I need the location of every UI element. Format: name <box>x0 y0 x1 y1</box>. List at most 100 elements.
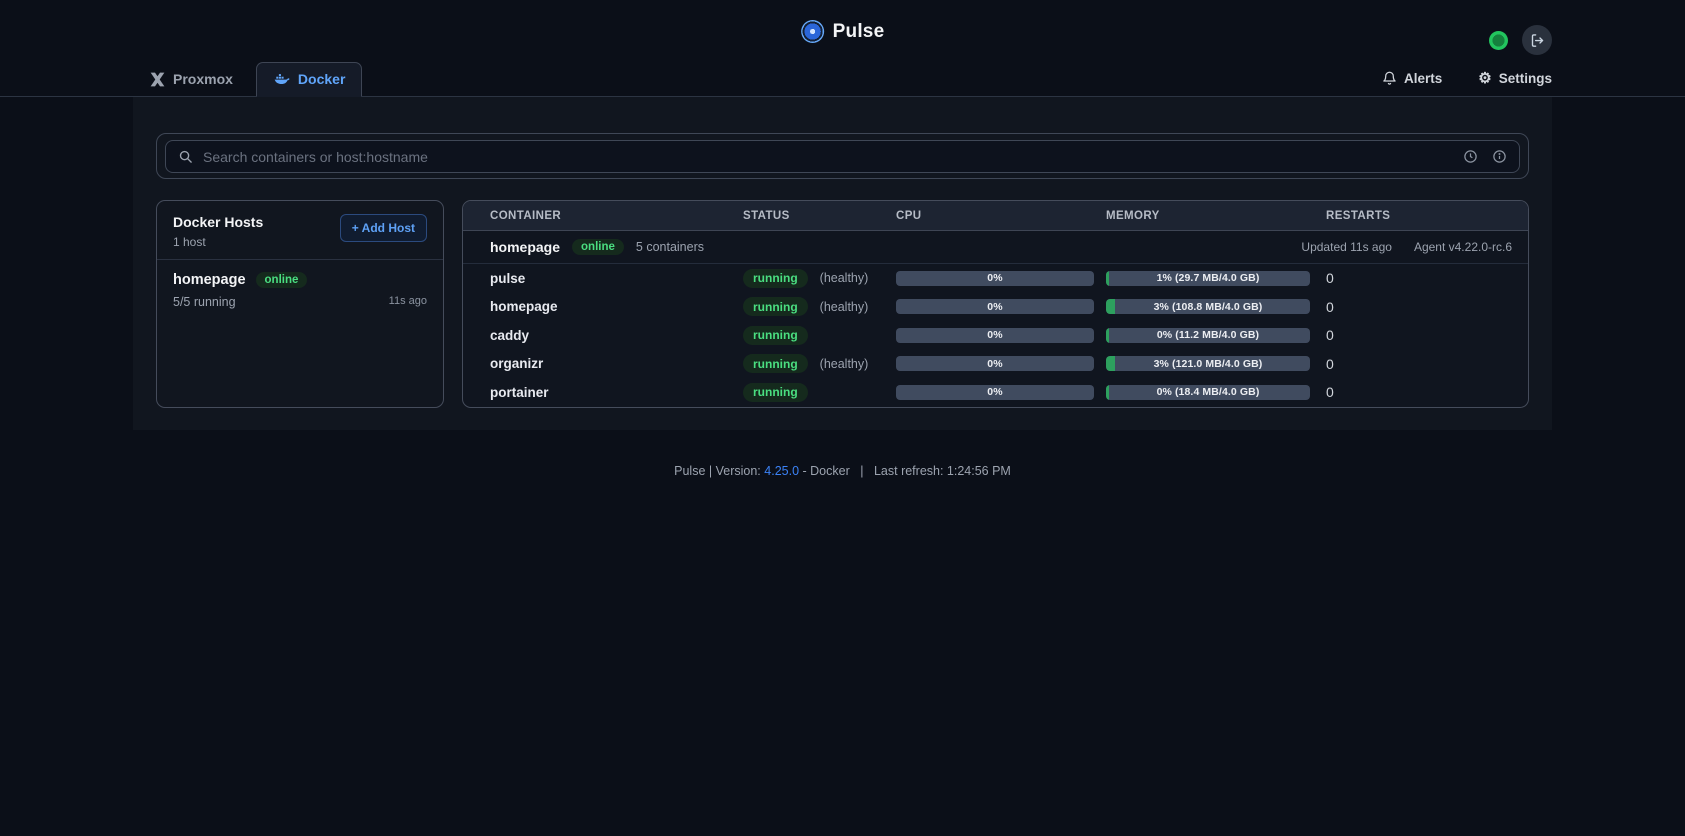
group-container-count: 5 containers <box>635 240 704 254</box>
health-label: (healthy) <box>819 299 869 314</box>
health-label: (healthy) <box>819 356 869 371</box>
connection-status-dot <box>1489 30 1508 50</box>
cpu-value: 0% <box>987 272 1003 285</box>
info-icon[interactable] <box>1492 149 1507 164</box>
restart-count: 0 <box>1326 270 1334 287</box>
hosts-count: 1 host <box>173 235 206 249</box>
tab-proxmox[interactable]: Proxmox <box>133 62 250 97</box>
host-name: homepage <box>173 272 246 288</box>
tab-bar: Proxmox Docker Alerts <box>0 56 1685 97</box>
host-status-badge: online <box>255 272 308 288</box>
add-host-button[interactable]: + Add Host <box>339 214 427 242</box>
proxmox-icon <box>150 72 165 87</box>
memory-value: 0% (11.2 MB/4.0 GB) <box>1156 329 1260 342</box>
memory-value: 3% (108.8 MB/4.0 GB) <box>1153 300 1263 313</box>
add-host-label: + Add Host <box>351 221 415 235</box>
search-box <box>165 140 1520 173</box>
app-logo: Pulse <box>800 20 885 43</box>
container-row[interactable]: portainer running 0% 0% (18.4 MB/4.0 GB) 0 <box>463 378 1528 407</box>
cpu-bar: 0% <box>896 356 1094 372</box>
memory-bar: 1% (29.7 MB/4.0 GB) <box>1106 270 1310 286</box>
docker-whale-icon <box>273 72 290 86</box>
tab-label: Docker <box>297 71 346 87</box>
cpu-bar: 0% <box>896 270 1094 286</box>
footer: Pulse | Version: 4.25.0 - Docker | Last … <box>0 464 1685 478</box>
cpu-bar: 0% <box>896 299 1094 315</box>
settings-label: Settings <box>1498 71 1552 86</box>
search-input[interactable] <box>203 148 1453 165</box>
bell-icon <box>1382 71 1397 86</box>
memory-bar: 3% (121.0 MB/4.0 GB) <box>1106 356 1310 372</box>
footer-refresh: Last refresh: 1:24:56 PM <box>873 464 1011 478</box>
group-updated: Updated 11s ago <box>1301 240 1392 254</box>
host-running-count: 5/5 running <box>173 295 236 309</box>
group-status-badge: online <box>572 239 624 255</box>
cpu-bar: 0% <box>896 327 1094 343</box>
column-header-container: CONTAINER <box>490 209 562 222</box>
footer-mid: - Docker <box>802 464 850 478</box>
status-badge: running <box>743 354 808 374</box>
pulse-logo-icon <box>800 20 824 43</box>
container-name: homepage <box>490 299 558 315</box>
column-header-restarts: RESTARTS <box>1326 209 1391 222</box>
restart-count: 0 <box>1326 298 1334 315</box>
version-link[interactable]: 4.25.0 <box>764 464 800 478</box>
column-header-cpu: CPU <box>896 209 922 222</box>
cpu-bar: 0% <box>896 384 1094 400</box>
status-badge: running <box>743 382 808 402</box>
group-agent-version: Agent v4.22.0-rc.6 <box>1413 240 1512 254</box>
memory-value: 3% (121.0 MB/4.0 GB) <box>1153 357 1263 370</box>
container-name: pulse <box>490 270 526 286</box>
search-icon <box>178 149 193 164</box>
memory-bar: 0% (11.2 MB/4.0 GB) <box>1106 327 1310 343</box>
tab-label: Proxmox <box>173 71 233 87</box>
container-row[interactable]: pulse running (healthy) 0% 1% (29.7 MB/4.0 G… <box>463 264 1528 293</box>
group-host-name: homepage <box>490 239 561 255</box>
column-header-status: STATUS <box>743 209 790 222</box>
restart-count: 0 <box>1326 384 1334 401</box>
memory-bar: 0% (18.4 MB/4.0 GB) <box>1106 384 1310 400</box>
container-table: CONTAINER STATUS CPU MEMORY RESTARTS hom… <box>462 200 1529 408</box>
cpu-value: 0% <box>987 300 1003 313</box>
status-badge: running <box>743 297 808 317</box>
alerts-label: Alerts <box>1404 71 1443 86</box>
container-name: portainer <box>490 384 549 400</box>
container-name: organizr <box>490 356 544 372</box>
cpu-value: 0% <box>987 386 1003 399</box>
host-group-row[interactable]: homepage online 5 containers Updated 11s… <box>463 231 1528 264</box>
alerts-button[interactable]: Alerts <box>1382 71 1442 86</box>
column-header-memory: MEMORY <box>1106 209 1160 222</box>
table-header-row: CONTAINER STATUS CPU MEMORY RESTARTS <box>463 201 1528 231</box>
container-table-body: pulse running (healthy) 0% 1% (29.7 MB/4.0 G… <box>463 264 1528 407</box>
cpu-value: 0% <box>987 357 1003 370</box>
memory-bar: 3% (108.8 MB/4.0 GB) <box>1106 299 1310 315</box>
logout-button[interactable] <box>1522 25 1552 55</box>
hosts-panel-title: Docker Hosts <box>173 214 264 230</box>
container-row[interactable]: caddy running 0% 0% (11.2 MB/4.0 GB) 0 <box>463 321 1528 350</box>
restart-count: 0 <box>1326 355 1334 372</box>
main-panel: Docker Hosts 1 host + Add Host homepage … <box>133 97 1552 430</box>
health-label: (healthy) <box>819 271 869 286</box>
settings-button[interactable]: ⚙ Settings <box>1478 71 1552 86</box>
restart-count: 0 <box>1326 327 1334 344</box>
footer-prefix: Pulse | Version: <box>674 464 761 478</box>
host-last-seen: 11s ago <box>388 295 427 307</box>
search-card <box>156 133 1529 179</box>
gear-icon: ⚙ <box>1478 70 1492 87</box>
status-badge: running <box>743 325 808 345</box>
status-badge: running <box>743 268 808 288</box>
cpu-value: 0% <box>987 329 1003 342</box>
container-name: caddy <box>490 327 530 343</box>
container-row[interactable]: organizr running (healthy) 0% 3% (121.0 MB/4… <box>463 350 1528 379</box>
footer-separator: | <box>860 464 864 478</box>
app-title: Pulse <box>832 20 885 42</box>
app-header: Pulse <box>0 0 1685 56</box>
container-row[interactable]: homepage running (healthy) 0% 3% (108.8 MB/4… <box>463 293 1528 322</box>
host-list-item[interactable]: homepage online 5/5 running 11s ago <box>157 260 443 321</box>
memory-value: 1% (29.7 MB/4.0 GB) <box>1156 272 1260 285</box>
memory-value: 0% (18.4 MB/4.0 GB) <box>1156 386 1260 399</box>
clock-icon[interactable] <box>1463 149 1478 164</box>
logout-icon <box>1530 33 1545 48</box>
tab-docker[interactable]: Docker <box>255 62 363 97</box>
docker-hosts-panel: Docker Hosts 1 host + Add Host homepage … <box>156 200 444 408</box>
